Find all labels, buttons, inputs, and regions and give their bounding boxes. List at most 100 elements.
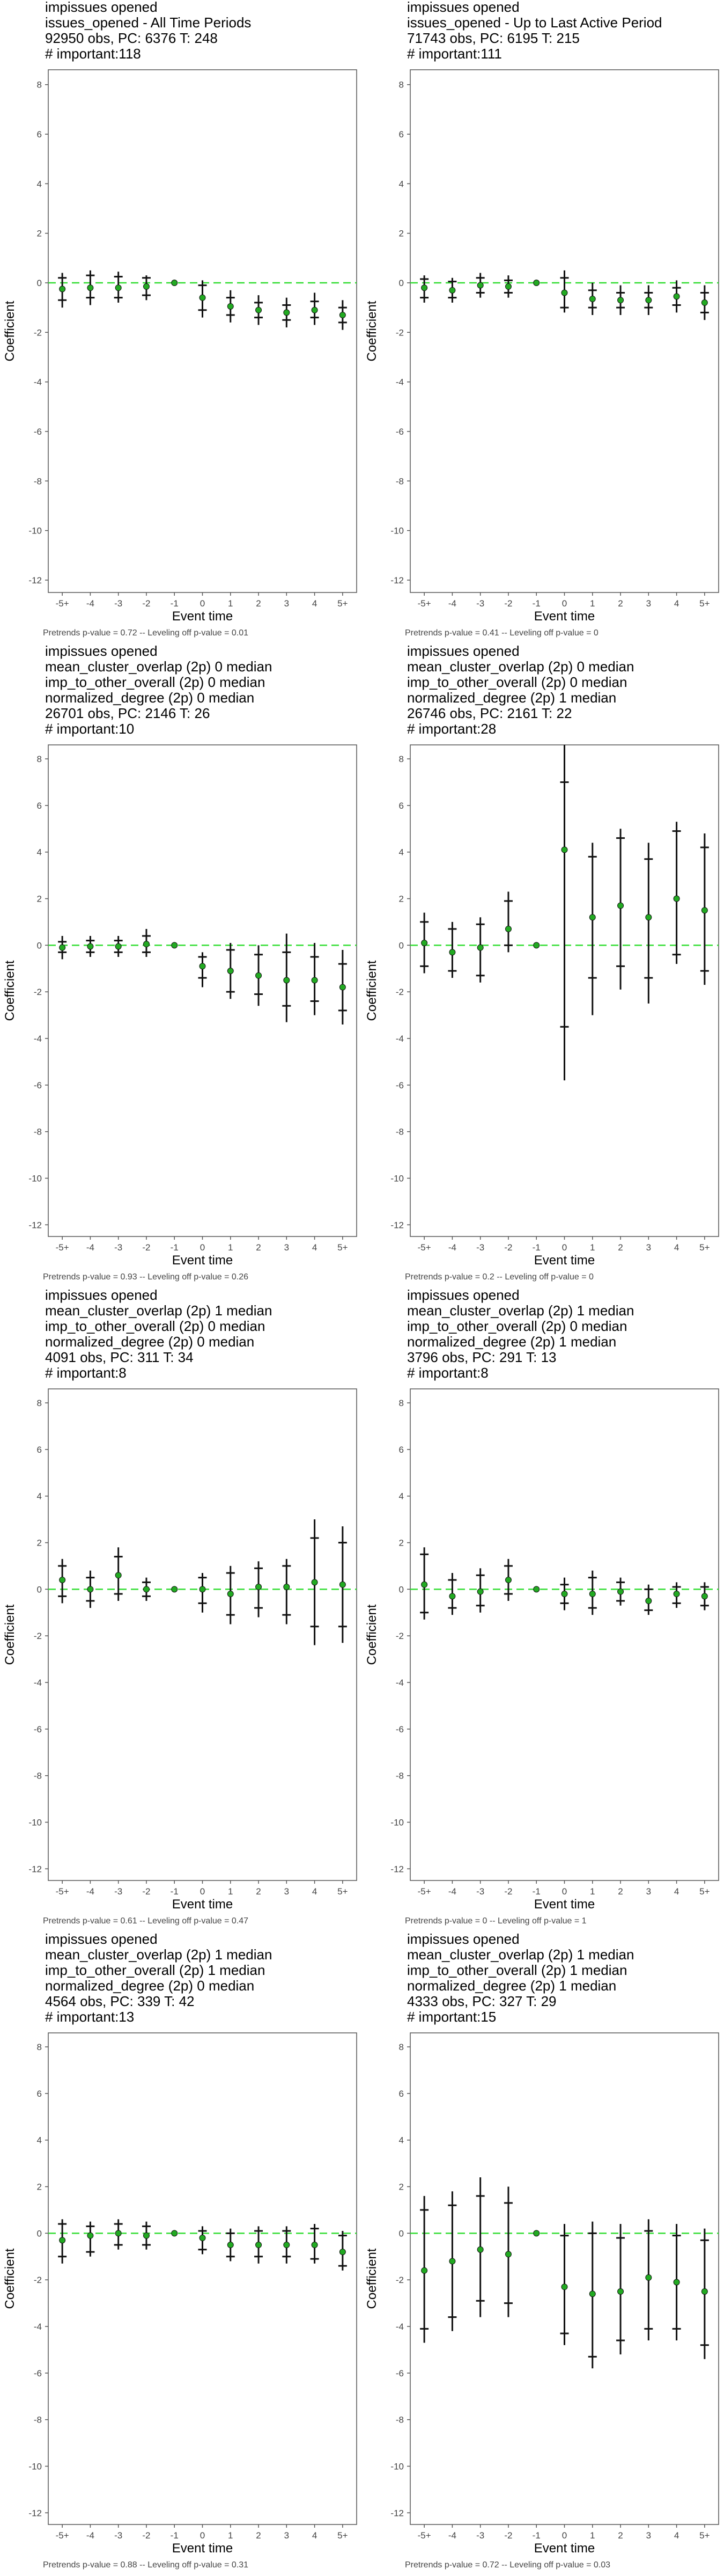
coefficient-point [199,294,206,301]
y-tick-label: -4 [34,1034,42,1044]
chart-title-line: 71743 obs, PC: 6195 T: 215 [407,30,580,46]
x-tick-label: 5+ [337,1886,348,1897]
y-tick-label: -6 [396,1080,404,1091]
x-tick-label: -5+ [56,1242,69,1253]
y-tick-label: 2 [399,894,404,904]
x-tick-label: 0 [200,1242,205,1253]
chart-title-line: imp_to_other_overall (2p) 0 median [45,1318,265,1334]
y-tick-label: 8 [399,1398,404,1408]
coefficient-point [87,943,94,950]
y-tick-label: -12 [28,1220,42,1230]
y-tick-label: -12 [390,1864,404,1874]
coefficient-point [143,1586,150,1593]
coefficient-point [505,283,512,290]
y-tick-label: 6 [37,129,42,140]
chart-title-line: mean_cluster_overlap (2p) 1 median [45,1946,272,1963]
x-tick-label: 4 [674,1242,679,1253]
coefficient-point [115,1572,122,1579]
x-tick-label: -5+ [418,2530,431,2541]
y-tick-label: 2 [399,1538,404,1548]
chart-title-line: normalized_degree (2p) 1 median [407,1978,616,1994]
y-tick-label: -12 [28,575,42,586]
chart-title-line: # important:13 [45,2009,134,2025]
y-tick-label: 2 [399,2182,404,2192]
coefficient-point [505,1576,512,1583]
chart-title-line: 26701 obs, PC: 2146 T: 26 [45,705,210,721]
x-tick-label: -5+ [418,598,431,609]
coefficient-point [59,2237,66,2244]
x-tick-label: -5+ [56,1886,69,1897]
x-tick-label: 5+ [337,1242,348,1253]
x-axis-label: Event time [172,1253,233,1268]
y-tick-label: 8 [399,80,404,90]
x-tick-label: 3 [284,598,289,609]
x-axis-label: Event time [172,2541,233,2556]
plot-panel [48,69,357,593]
x-tick-label: 0 [200,598,205,609]
coefficient-point [143,2232,150,2239]
x-tick-label: -4 [86,598,94,609]
coefficient-point [421,2267,428,2274]
coefficient-point [255,972,262,979]
plot-panel [410,1388,719,1881]
y-tick-label: 2 [37,894,42,904]
x-tick-label: 2 [618,598,623,609]
coefficient-point [561,289,568,296]
coefficient-point [255,306,262,313]
coefficient-point [477,2246,484,2253]
coefficient-point [645,914,652,921]
coefficient-point [199,1586,206,1593]
y-axis-label: Coefficient [3,960,17,1021]
x-tick-label: -1 [533,2530,541,2541]
y-tick-label: -8 [34,1127,42,1137]
y-axis-label: Coefficient [365,960,379,1021]
x-tick-label: 0 [562,1242,567,1253]
y-tick-label: -10 [390,526,404,536]
y-tick-label: 4 [399,1491,404,1502]
y-tick-label: 0 [37,1584,42,1594]
chart-title-line: issues_opened - All Time Periods [45,14,251,31]
chart-title-line: 4091 obs, PC: 311 T: 34 [45,1349,194,1365]
chart-title-line: # important:15 [407,2009,496,2025]
x-tick-label: 4 [674,2530,679,2541]
y-tick-label: -8 [34,2415,42,2425]
chart-title-line: mean_cluster_overlap (2p) 0 median [45,658,272,675]
chart-title-line: normalized_degree (2p) 0 median [45,690,254,706]
coefficient-point [449,949,456,956]
coefficient-point [339,984,346,991]
y-tick-label: 8 [399,2042,404,2052]
coefficient-point [171,2230,178,2237]
chart-title-line: impissues opened [407,1932,520,1947]
x-tick-label: -2 [504,1242,512,1253]
x-tick-label: 4 [312,1886,317,1897]
coefficient-point [701,1593,708,1600]
y-tick-label: -8 [396,1771,404,1781]
chart-title-line: imp_to_other_overall (2p) 0 median [407,674,627,690]
y-tick-label: -8 [34,476,42,486]
y-tick-label: -2 [396,2275,404,2285]
data-layer [420,745,709,1081]
y-tick-label: 0 [37,940,42,950]
coefficient-point [533,279,540,286]
chart-title-line: 26746 obs, PC: 2161 T: 22 [407,705,572,721]
chart-title-line: # important:8 [45,1365,127,1381]
coefficient-point [561,846,568,853]
x-tick-label: -3 [114,598,122,609]
coefficient-point [673,2279,680,2286]
x-tick-label: -5+ [418,1242,431,1253]
y-tick-label: -2 [34,2275,42,2285]
x-tick-label: 4 [674,1886,679,1897]
coefficient-point [701,299,708,306]
y-tick-label: -4 [396,377,404,387]
y-tick-label: 8 [37,2042,42,2052]
coefficient-point [477,944,484,951]
chart-title-line: impissues opened [407,1288,520,1303]
x-tick-label: 0 [562,1886,567,1897]
coefficient-point [255,2242,262,2249]
x-tick-label: 2 [256,2530,261,2541]
y-tick-label: -2 [34,1631,42,1641]
